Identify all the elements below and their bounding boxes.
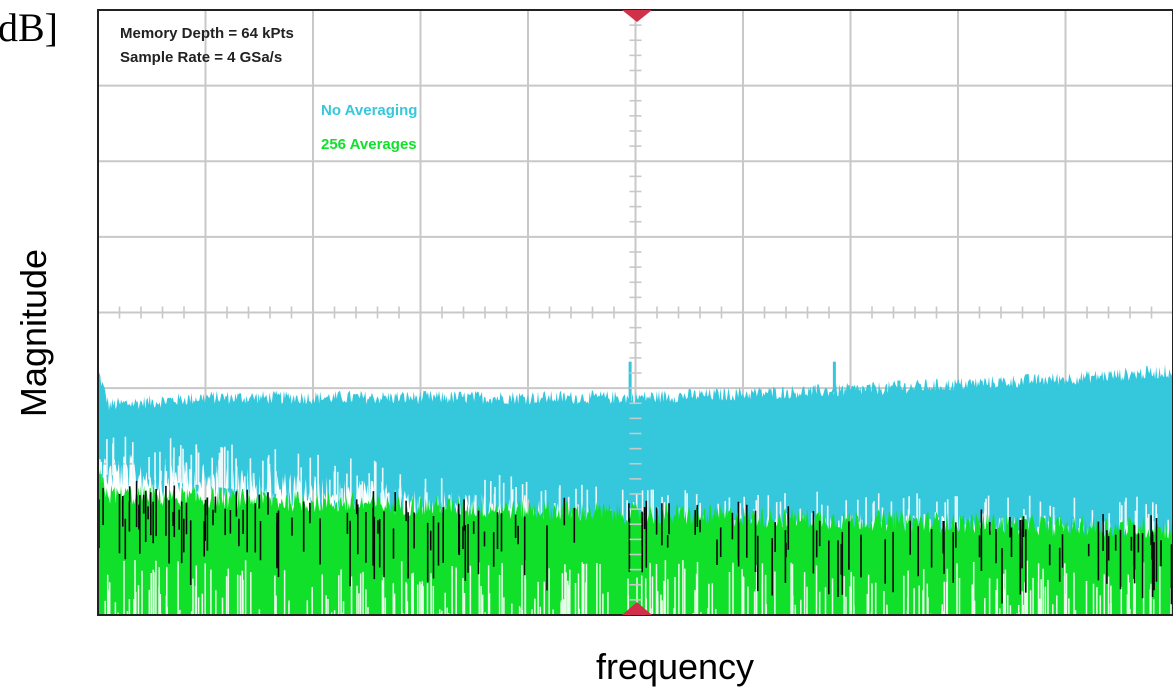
sample-rate-label: Sample Rate = 4 GSa/s xyxy=(120,49,282,66)
trigger-marker-bottom xyxy=(622,602,652,615)
center-ticks xyxy=(97,9,1173,616)
averaged-noise-gaps xyxy=(104,560,1172,615)
x-axis-label: frequency xyxy=(595,646,755,687)
legend-no-averaging: No Averaging xyxy=(321,102,417,119)
black-spikes xyxy=(98,480,1173,605)
legend-256-averages: 256 Averages xyxy=(321,136,417,153)
memory-depth-label: Memory Depth = 64 kPts xyxy=(120,25,294,42)
y-unit-label: dB] xyxy=(0,5,58,50)
trigger-marker-top xyxy=(622,10,652,22)
spectrum-traces xyxy=(97,361,1173,615)
